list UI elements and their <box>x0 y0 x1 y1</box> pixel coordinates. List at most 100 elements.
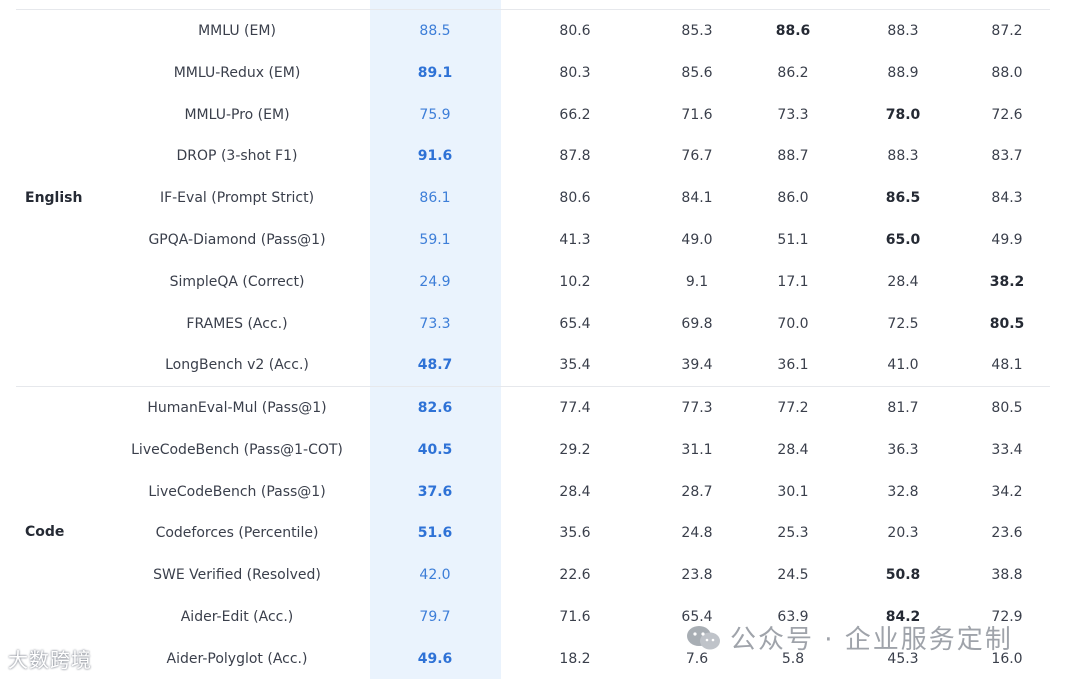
score-cell: 88.3 <box>887 148 919 165</box>
score-cell: 35.4 <box>559 357 591 374</box>
highlighted-score-cell: 73.3 <box>419 315 451 332</box>
score-cell: 80.6 <box>559 23 591 39</box>
highlighted-score-cell: 51.6 <box>417 525 453 542</box>
score-cell: 87.8 <box>559 148 591 165</box>
highlighted-score-cell: 59.1 <box>419 232 451 248</box>
score-cell: 73.3 <box>777 106 809 123</box>
watermark-right: 公众号 · 企业服务定制 <box>684 619 1013 656</box>
highlighted-score-cell: 40.5 <box>417 441 453 458</box>
category-label-english: English <box>25 190 83 206</box>
score-cell: 88.6 <box>775 23 811 39</box>
benchmark-name: DROP (3-shot F1) <box>176 148 298 165</box>
benchmark-name: LongBench v2 (Acc.) <box>165 357 309 374</box>
score-cell: 50.8 <box>885 567 921 584</box>
score-cell: 29.2 <box>559 441 591 458</box>
score-cell: 22.6 <box>559 567 591 584</box>
score-cell: 65.4 <box>559 315 591 332</box>
score-cell: 80.5 <box>989 315 1025 332</box>
score-cell: 66.2 <box>559 106 591 123</box>
score-cell: 23.6 <box>991 525 1023 542</box>
benchmark-name: MMLU-Redux (EM) <box>173 64 301 81</box>
score-cell: 85.3 <box>681 23 713 39</box>
watermark-right-text: 公众号 · 企业服务定制 <box>730 625 1013 655</box>
score-cell: 41.0 <box>887 357 919 374</box>
score-cell: 49.9 <box>991 232 1023 248</box>
score-cell: 77.4 <box>559 400 591 416</box>
score-cell: 34.2 <box>991 483 1023 500</box>
benchmark-name: IF-Eval (Prompt Strict) <box>159 190 315 207</box>
score-cell: 72.5 <box>887 315 919 332</box>
score-cell: 49.0 <box>681 232 713 248</box>
benchmark-name: GPQA-Diamond (Pass@1) <box>148 232 326 248</box>
score-cell: 7.6 <box>685 650 709 667</box>
score-cell: 41.3 <box>559 232 591 248</box>
highlighted-score-cell: 86.1 <box>419 190 451 207</box>
score-cell: 80.3 <box>559 64 591 81</box>
table-row: HumanEval-Mul (Pass@1) 82.6 77.4 77.3 77.2 81… <box>0 387 1080 429</box>
benchmark-name: Aider-Polyglot (Acc.) <box>166 650 308 667</box>
score-cell: 10.2 <box>559 273 591 290</box>
table-row: MMLU-Pro (EM) 75.9 66.2 71.6 73.3 78.0 72.6 <box>0 94 1080 136</box>
benchmark-name: LiveCodeBench (Pass@1) <box>148 483 326 500</box>
score-cell: 72.6 <box>991 106 1023 123</box>
score-cell: 71.6 <box>681 106 713 123</box>
table-row: DROP (3-shot F1) 91.6 87.8 76.7 88.7 88.3 83.7 <box>0 135 1080 177</box>
wechat-icon <box>687 625 720 649</box>
highlighted-score-cell: 24.9 <box>419 273 451 290</box>
score-cell: 69.8 <box>681 315 713 332</box>
table-row: MMLU-Redux (EM) 89.1 80.3 85.6 86.2 88.9 88.0 <box>0 52 1080 94</box>
score-cell: 48.1 <box>991 357 1023 374</box>
highlighted-score-cell: 79.7 <box>419 609 451 625</box>
score-cell: 36.3 <box>887 441 919 458</box>
score-cell: 84.1 <box>681 190 713 207</box>
benchmark-name: SimpleQA (Correct) <box>169 273 305 290</box>
score-cell: 86.5 <box>885 190 921 207</box>
highlighted-score-cell: 82.6 <box>417 400 453 416</box>
score-cell: 28.7 <box>681 483 713 500</box>
score-cell: 33.4 <box>991 441 1023 458</box>
score-cell: 77.2 <box>777 400 809 416</box>
score-cell: 85.6 <box>681 64 713 81</box>
score-cell: 76.7 <box>681 148 713 165</box>
score-cell: 39.4 <box>681 357 713 374</box>
score-cell: 32.8 <box>887 483 919 500</box>
score-cell: 80.6 <box>559 190 591 207</box>
table-row: FRAMES (Acc.) 73.3 65.4 69.8 70.0 72.5 80.5 <box>0 303 1080 345</box>
score-cell: 78.0 <box>885 106 921 123</box>
score-cell: 84.2 <box>885 609 921 625</box>
score-cell: 5.8 <box>781 650 805 667</box>
highlighted-score-cell: 75.9 <box>419 106 451 123</box>
section-divider <box>16 386 1050 387</box>
score-cell: 24.8 <box>681 525 713 542</box>
table-row: LiveCodeBench (Pass@1-COT) 40.5 29.2 31.1 28… <box>0 429 1080 471</box>
score-cell: 88.0 <box>991 64 1023 81</box>
score-cell: 28.4 <box>559 483 591 500</box>
table-row: LongBench v2 (Acc.) 48.7 35.4 39.4 36.1 41.0 4… <box>0 344 1080 386</box>
score-cell: 23.8 <box>681 567 713 584</box>
benchmark-name: HumanEval-Mul (Pass@1) <box>147 400 327 416</box>
highlighted-model-column <box>370 0 501 679</box>
score-cell: 25.3 <box>777 525 809 542</box>
watermark-left: 大数跨境 <box>8 648 92 672</box>
table-row: Codeforces (Percentile) 51.6 35.6 24.8 25.3 2… <box>0 512 1080 554</box>
benchmark-name: Codeforces (Percentile) <box>155 525 319 542</box>
score-cell: 72.9 <box>991 609 1023 625</box>
score-cell: 16.0 <box>991 650 1023 667</box>
score-cell: 18.2 <box>559 650 591 667</box>
benchmark-name: LiveCodeBench (Pass@1-COT) <box>131 441 343 458</box>
score-cell: 88.9 <box>887 64 919 81</box>
score-cell: 84.3 <box>991 190 1023 207</box>
highlighted-score-cell: 49.6 <box>417 650 453 667</box>
benchmark-name: FRAMES (Acc.) <box>186 315 288 332</box>
table-row: SWE Verified (Resolved) 42.0 22.6 23.8 24.5 5… <box>0 554 1080 596</box>
table-row: Aider-Edit (Acc.) 79.7 71.6 65.4 63.9 84.2 72.… <box>0 596 1080 638</box>
score-cell: 88.7 <box>777 148 809 165</box>
score-cell: 88.3 <box>887 23 919 39</box>
score-cell: 17.1 <box>777 273 809 290</box>
score-cell: 87.2 <box>991 23 1023 39</box>
score-cell: 38.8 <box>991 567 1023 584</box>
score-cell: 28.4 <box>887 273 919 290</box>
table-row: Aider-Polyglot (Acc.) 49.6 18.2 7.6 5.8 45.3 1… <box>0 638 1080 680</box>
score-cell: 70.0 <box>777 315 809 332</box>
